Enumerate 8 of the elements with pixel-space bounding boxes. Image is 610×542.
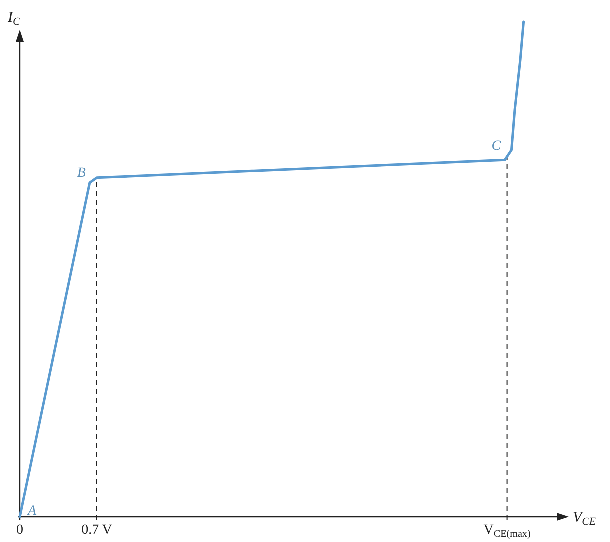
annotation: A [27, 504, 37, 519]
annotation: B [77, 166, 86, 181]
x-tick-label: 0 [16, 523, 24, 538]
x-tick-label: 0.7 V [82, 523, 112, 538]
x-tick-label: V$_{CE(max)}$ [484, 523, 531, 540]
x-axis-title: V$_{CE}$ [573, 510, 596, 528]
y-axis-title: I$_{C}$ [7, 10, 21, 28]
annotation: C [492, 139, 502, 154]
